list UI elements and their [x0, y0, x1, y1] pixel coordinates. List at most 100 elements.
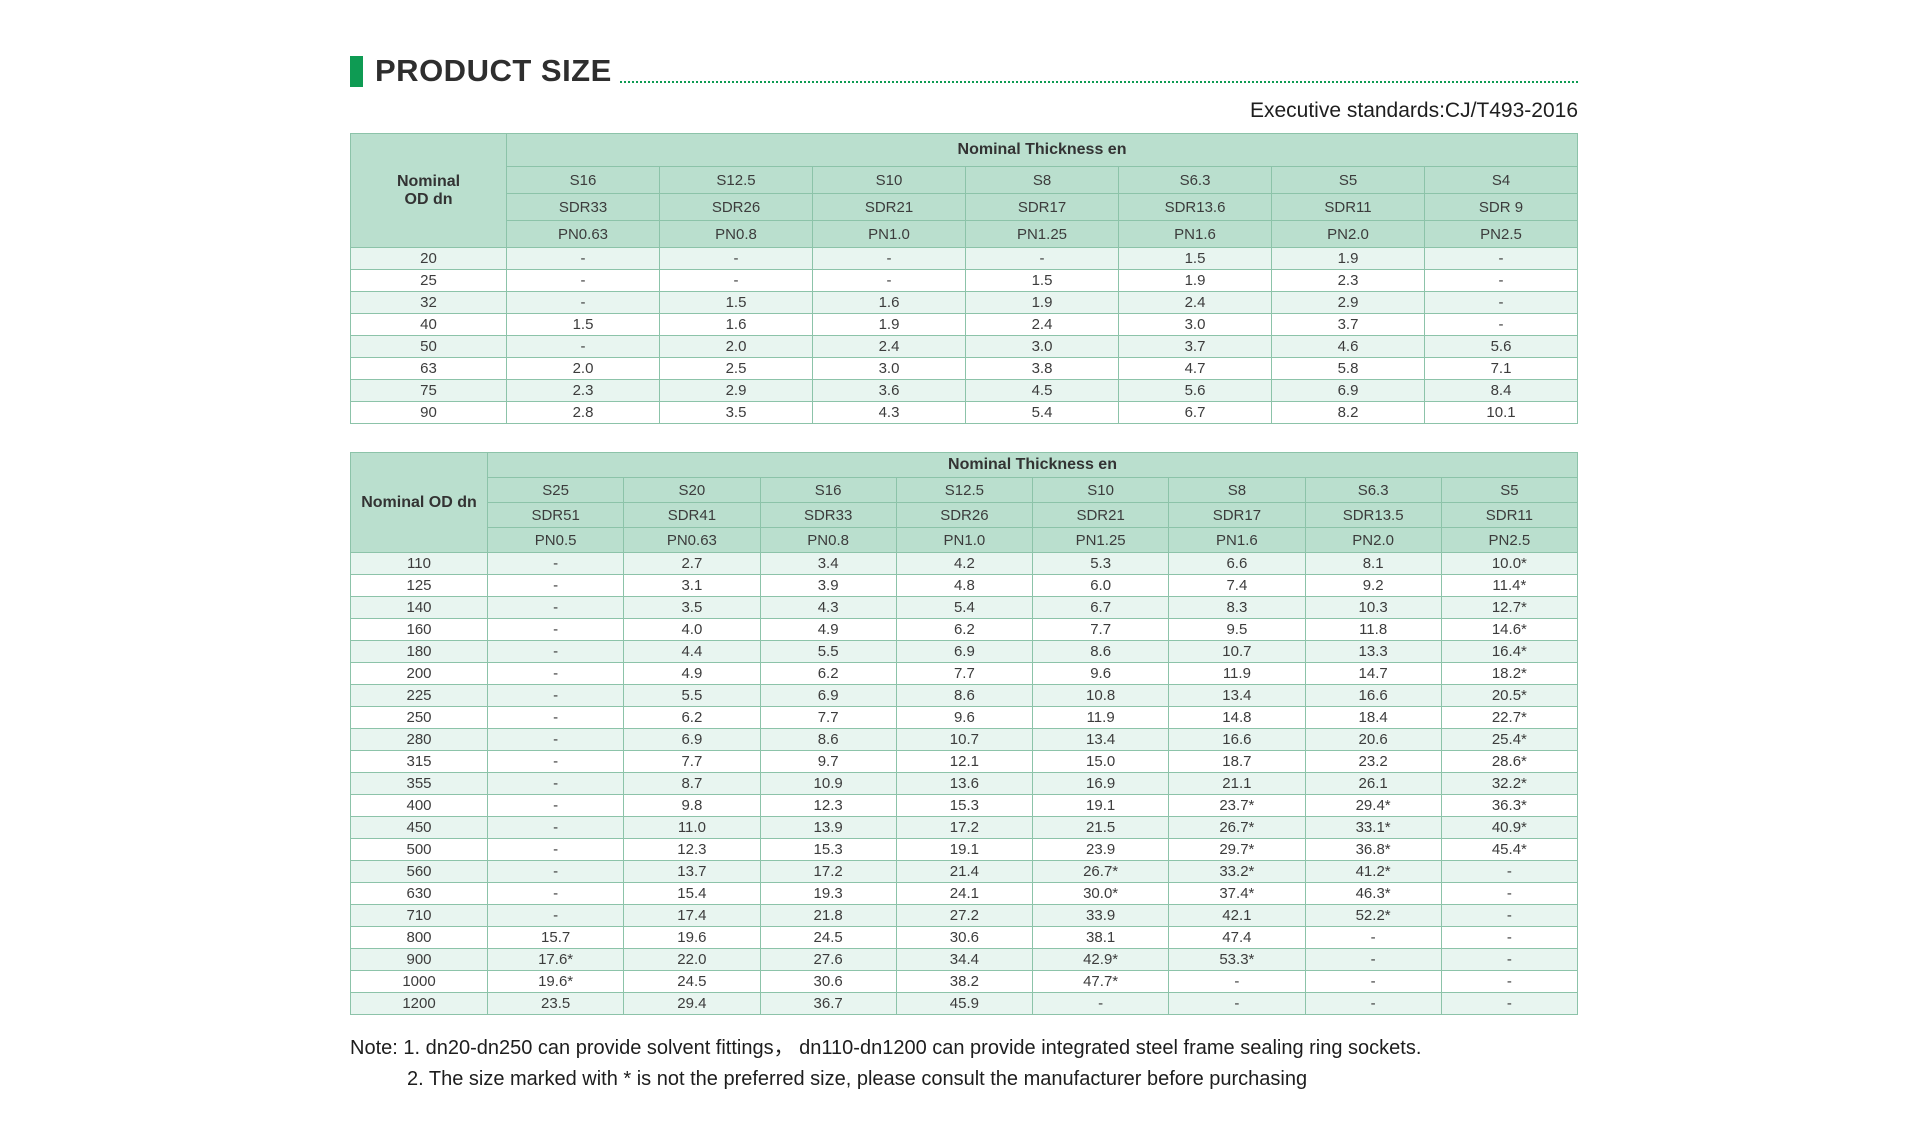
- sdr-label: SDR33: [759, 502, 897, 528]
- value-cell: 11.8: [1304, 618, 1442, 641]
- header-row: Nominal OD dn Nominal Thickness en: [350, 133, 1578, 248]
- header-row: SDR33 SDR26 SDR21 SDR17 SDR13.6 SDR11 SDR 9: [351, 193, 1578, 221]
- od-cell: 110: [350, 552, 488, 575]
- group-header: Nominal Thickness en: [506, 133, 1578, 167]
- od-cell: 1000: [350, 970, 488, 993]
- value-cell: 6.7: [1118, 401, 1272, 424]
- table-row: 160-4.0 4.9 6.2 7.7 9.5 11.8 14.6*: [350, 618, 1579, 641]
- value-cell: 6.9: [1271, 379, 1425, 402]
- value-cell: -: [486, 860, 625, 883]
- sdr-label: SDR13.6: [1118, 193, 1272, 221]
- pn-label: PN0.8: [759, 527, 897, 553]
- value-cell: 11.4*: [1440, 574, 1579, 597]
- value-cell: -: [486, 640, 625, 663]
- od-cell: 225: [350, 684, 488, 707]
- od-cell: 500: [350, 838, 488, 861]
- value-cell: -: [659, 269, 813, 292]
- value-cell: -: [812, 269, 966, 292]
- value-cell: 1.5: [506, 313, 660, 336]
- value-cell: 38.2: [895, 970, 1034, 993]
- value-cell: 36.7: [759, 992, 897, 1015]
- value-cell: 17.6*: [486, 948, 625, 971]
- s-label: S6.3: [1304, 477, 1442, 503]
- value-cell: 11.9: [1168, 662, 1306, 685]
- value-cell: -: [1168, 970, 1306, 993]
- value-cell: 47.7*: [1031, 970, 1170, 993]
- header-row: SDR51 SDR41 SDR33 SDR26 SDR21 SDR17 SDR13.5 SDR…: [351, 502, 1579, 528]
- value-cell: -: [486, 684, 625, 707]
- value-cell: 7.7: [1031, 618, 1170, 641]
- value-cell: 12.1: [895, 750, 1034, 773]
- pn-label: PN1.25: [965, 220, 1119, 248]
- sdr-label: SDR 9: [1424, 193, 1578, 221]
- value-cell: 25.4*: [1440, 728, 1579, 751]
- header-row: S16 S12.5 S10 S8 S6.3 S5 S4: [351, 166, 1578, 194]
- value-cell: 46.3*: [1304, 882, 1442, 905]
- value-cell: 9.8: [623, 794, 761, 817]
- od-cell: 200: [350, 662, 488, 685]
- table-row: 355-8.7 10.9 13.6 16.9 21.1 26.1 32.2*: [350, 772, 1579, 795]
- table-row: 280-6.9 8.6 10.7 13.4 16.6 20.6 25.4*: [350, 728, 1579, 751]
- value-cell: 11.9: [1031, 706, 1170, 729]
- value-cell: 40.9*: [1440, 816, 1579, 839]
- value-cell: 45.9: [895, 992, 1034, 1015]
- value-cell: 19.1: [1031, 794, 1170, 817]
- sdr-label: SDR17: [965, 193, 1119, 221]
- value-cell: -: [486, 882, 625, 905]
- value-cell: -: [1440, 882, 1579, 905]
- pn-label: PN1.6: [1118, 220, 1272, 248]
- value-cell: 5.6: [1118, 379, 1272, 402]
- value-cell: 10.0*: [1440, 552, 1579, 575]
- od-cell: 20: [350, 247, 507, 270]
- value-cell: 1.9: [812, 313, 966, 336]
- value-cell: 5.5: [759, 640, 897, 663]
- s-label: S16: [506, 166, 660, 194]
- value-cell: 26.1: [1304, 772, 1442, 795]
- value-cell: 1.9: [1271, 247, 1425, 270]
- value-cell: 29.4*: [1304, 794, 1442, 817]
- value-cell: 7.7: [759, 706, 897, 729]
- sdr-label: SDR26: [659, 193, 813, 221]
- value-cell: 5.5: [623, 684, 761, 707]
- value-cell: 13.6: [895, 772, 1034, 795]
- table-row: 200-4.9 6.2 7.7 9.6 11.9 14.7 18.2*: [350, 662, 1579, 685]
- value-cell: 6.2: [623, 706, 761, 729]
- table-row: 400-9.8 12.3 15.3 19.1 23.7* 29.4* 36.3*: [350, 794, 1579, 817]
- value-cell: 16.6: [1168, 728, 1306, 751]
- table-row: 20- - - -1.5 1.9-: [350, 247, 1578, 270]
- value-cell: 21.4: [895, 860, 1034, 883]
- value-cell: 7.7: [623, 750, 761, 773]
- od-cell: 710: [350, 904, 488, 927]
- table-row: 630-15.4 19.3 24.1 30.0* 37.4* 46.3* -: [350, 882, 1579, 905]
- od-cell: 40: [350, 313, 507, 336]
- value-cell: 47.4: [1168, 926, 1306, 949]
- value-cell: 16.4*: [1440, 640, 1579, 663]
- value-cell: 8.7: [623, 772, 761, 795]
- table-body: 110-2.7 3.4 4.2 5.3 6.6 8.1 10.0* 125-3.1 3.9 4.8…: [350, 552, 1579, 1015]
- value-cell: -: [486, 574, 625, 597]
- value-cell: 1.9: [1118, 269, 1272, 292]
- value-cell: 15.7: [486, 926, 625, 949]
- value-cell: -: [1424, 247, 1578, 270]
- pn-label: PN0.63: [506, 220, 660, 248]
- table-row: 500-12.3 15.3 19.1 23.9 29.7* 36.8* 45.4*: [350, 838, 1579, 861]
- value-cell: 3.4: [759, 552, 897, 575]
- od-cell: 1200: [350, 992, 488, 1015]
- value-cell: 15.3: [759, 838, 897, 861]
- value-cell: 20.5*: [1440, 684, 1579, 707]
- value-cell: 6.2: [895, 618, 1034, 641]
- product-size-table-small-diameters: Nominal OD dn Nominal Thickness en S16 S12.5…: [350, 133, 1578, 424]
- od-cell: 32: [350, 291, 507, 314]
- value-cell: 3.7: [1118, 335, 1272, 358]
- value-cell: 4.4: [623, 640, 761, 663]
- value-cell: -: [486, 662, 625, 685]
- title-accent-bar: [350, 55, 363, 87]
- corner-label-line: OD dn: [404, 190, 453, 208]
- od-cell: 75: [350, 379, 507, 402]
- value-cell: 22.7*: [1440, 706, 1579, 729]
- value-cell: 3.8: [965, 357, 1119, 380]
- value-cell: 5.4: [895, 596, 1034, 619]
- value-cell: 6.0: [1031, 574, 1170, 597]
- value-cell: 2.3: [1271, 269, 1425, 292]
- value-cell: 13.4: [1031, 728, 1170, 751]
